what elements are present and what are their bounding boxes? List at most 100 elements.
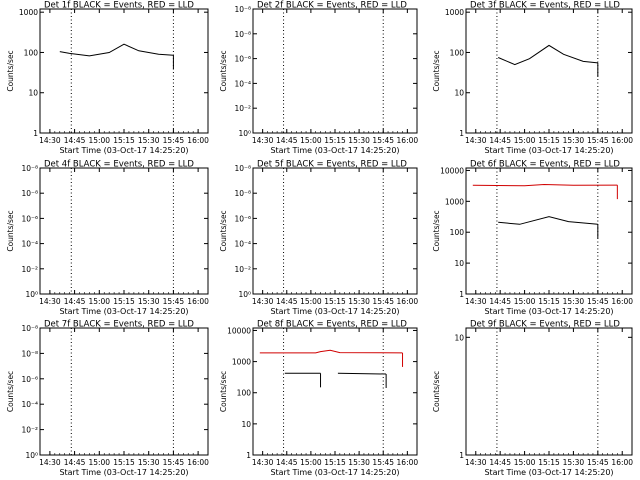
x-tick-label: 15:45 [587, 136, 609, 145]
y-axis-label: Counts/sec [6, 371, 15, 412]
series-line [498, 216, 598, 225]
x-tick-label: 15:45 [372, 458, 394, 467]
y-tick-label: 10⁻⁸ [21, 324, 38, 333]
y-tick-label: 10 [28, 89, 38, 98]
y-tick-label: 10⁻⁶ [21, 214, 38, 223]
y-tick-label: 1000 [445, 8, 464, 17]
plot-title: Det 5f BLACK = Events, RED = LLD [257, 160, 407, 170]
x-tick-label: 16:00 [187, 458, 209, 467]
y-tick-label: 10⁻⁸ [234, 164, 251, 173]
series-line [259, 349, 403, 354]
plot-frame [465, 167, 633, 295]
y-tick-label: 10⁻⁴ [21, 240, 38, 249]
plot-frame [39, 8, 209, 134]
x-tick-label: 16:00 [187, 136, 209, 145]
x-tick-label: 16:00 [397, 136, 419, 145]
y-axis-label: Counts/sec [219, 371, 228, 412]
x-tick-label: 16:00 [397, 297, 419, 306]
y-tick-label: 10 [454, 259, 464, 268]
x-tick-label: 14:30 [39, 136, 61, 145]
x-axis-label: Start Time (03-Oct-17 14:25:20) [59, 146, 188, 155]
plot-title: Det 3f BLACK = Events, RED = LLD [470, 1, 620, 11]
x-tick-label: 15:30 [563, 136, 585, 145]
y-tick-label: 10⁻⁶ [234, 55, 251, 64]
y-tick-label: 10⁻⁶ [21, 375, 38, 384]
y-axis-label: Counts/sec [6, 50, 15, 91]
x-tick-label: 14:45 [276, 297, 298, 306]
y-tick-label: 1 [459, 129, 464, 138]
y-tick-label: 100 [450, 48, 465, 57]
y-tick-label: 10⁻⁴ [234, 79, 251, 88]
x-axis-label: Start Time (03-Oct-17 14:25:20) [270, 468, 399, 477]
x-tick-label: 15:30 [348, 136, 370, 145]
x-tick-label: 15:30 [348, 297, 370, 306]
y-tick-label: 10⁻⁸ [234, 30, 251, 39]
y-axis-label: Counts/sec [219, 50, 228, 91]
x-tick-label: 15:00 [88, 458, 110, 467]
plot-panel-9: Det 9f BLACK = Events, RED = LLD Counts/s… [432, 320, 633, 478]
x-axis-label: Start Time (03-Oct-17 14:25:20) [484, 146, 613, 155]
x-tick-label: 15:00 [300, 136, 322, 145]
plot-panel-1: Det 1f BLACK = Events, RED = LLD Counts/s… [6, 1, 209, 156]
y-tick-label: 10⁻² [234, 104, 251, 113]
x-tick-label: 15:45 [163, 458, 185, 467]
y-tick-label: 1000 [445, 197, 464, 206]
x-tick-label: 14:30 [39, 297, 61, 306]
plot-panel-8: Det 8f BLACK = Events, RED = LLD Counts/s… [219, 320, 418, 478]
x-tick-label: 15:45 [372, 297, 394, 306]
x-tick-label: 14:45 [64, 297, 86, 306]
x-tick-label: 14:30 [252, 136, 274, 145]
plot-frame [39, 167, 209, 295]
y-tick-label: 1 [459, 290, 464, 299]
plot-panel-7: Det 7f BLACK = Events, RED = LLD Counts/s… [6, 320, 209, 478]
plot-title: Det 4f BLACK = Events, RED = LLD [44, 160, 194, 170]
x-tick-label: 14:45 [276, 458, 298, 467]
x-axis-label: Start Time (03-Oct-17 14:25:20) [484, 307, 613, 316]
x-tick-label: 15:15 [324, 458, 346, 467]
x-tick-label: 15:45 [372, 136, 394, 145]
y-axis-label: Counts/sec [432, 50, 441, 91]
y-tick-label: 10 [454, 333, 464, 342]
y-tick-label: 10⁰ [25, 290, 38, 299]
x-tick-label: 15:15 [324, 136, 346, 145]
series-line [472, 183, 618, 187]
y-axis-label: Counts/sec [219, 210, 228, 251]
plot-frame [252, 327, 418, 456]
y-tick-label: 10⁻⁸ [21, 349, 38, 358]
x-tick-label: 16:00 [187, 297, 209, 306]
y-tick-label: 100 [237, 389, 252, 398]
plot-panel-5: Det 5f BLACK = Events, RED = LLD Counts/s… [219, 160, 418, 317]
x-tick-label: 15:15 [324, 297, 346, 306]
x-tick-label: 15:00 [514, 458, 536, 467]
y-tick-label: 10⁻² [21, 265, 38, 274]
y-tick-label: 1 [246, 451, 251, 460]
x-tick-label: 15:15 [538, 458, 560, 467]
y-axis-label: Counts/sec [6, 210, 15, 251]
y-tick-label: 1000 [232, 358, 251, 367]
y-axis-label: Counts/sec [432, 371, 441, 412]
x-tick-label: 14:30 [465, 458, 487, 467]
x-tick-label: 15:00 [514, 136, 536, 145]
x-axis-label: Start Time (03-Oct-17 14:25:20) [484, 468, 613, 477]
x-tick-label: 14:30 [252, 297, 274, 306]
x-tick-label: 16:00 [611, 136, 633, 145]
x-tick-label: 14:45 [489, 297, 511, 306]
x-tick-label: 15:15 [113, 297, 135, 306]
series-line [337, 372, 387, 375]
x-tick-label: 16:00 [611, 297, 633, 306]
plot-panel-6: Det 6f BLACK = Events, RED = LLD Counts/s… [432, 160, 633, 317]
x-tick-label: 15:15 [113, 136, 135, 145]
x-tick-label: 14:30 [465, 297, 487, 306]
x-tick-label: 15:00 [88, 297, 110, 306]
x-tick-label: 15:45 [163, 136, 185, 145]
y-tick-label: 10⁰ [25, 451, 38, 460]
x-tick-label: 14:45 [489, 458, 511, 467]
y-tick-label: 10⁻⁶ [234, 214, 251, 223]
x-tick-label: 14:45 [64, 136, 86, 145]
x-tick-label: 15:00 [514, 297, 536, 306]
y-tick-label: 100 [24, 48, 39, 57]
plot-frame [252, 167, 418, 295]
x-tick-label: 16:00 [397, 458, 419, 467]
x-tick-label: 15:15 [538, 297, 560, 306]
plot-title: Det 9f BLACK = Events, RED = LLD [470, 320, 620, 330]
